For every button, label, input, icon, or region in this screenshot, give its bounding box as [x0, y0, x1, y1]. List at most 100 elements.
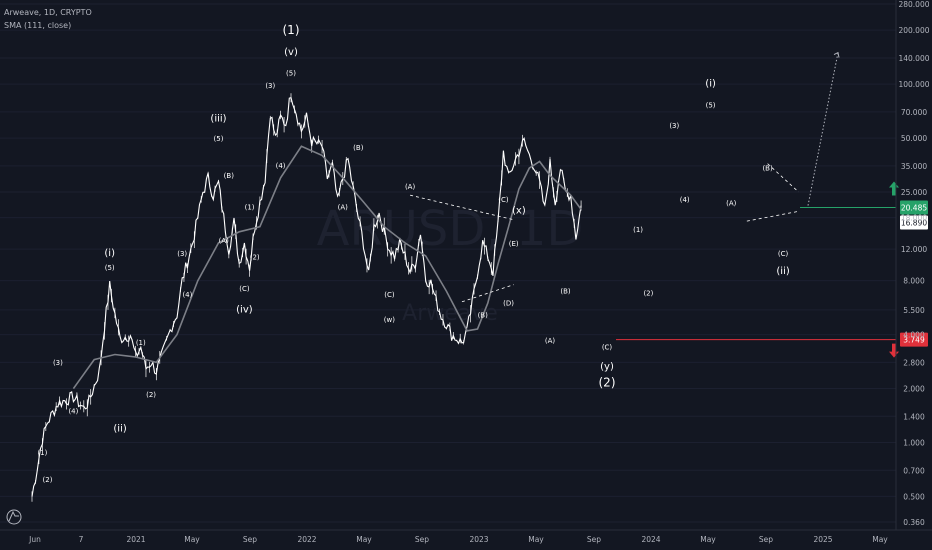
price-tick-label: 2.000	[903, 385, 925, 394]
price-axis[interactable]: 280.000 200.000 140.000 100.000 70.000 50.000…	[898, 0, 929, 527]
price-line	[31, 97, 582, 497]
time-axis[interactable]: Jun 7 2021 May Sep 2022 May Sep 2023 May Sep 2024 Ma…	[28, 535, 888, 544]
wave-label: (ii)	[776, 266, 789, 277]
time-tick-label: May	[700, 535, 716, 544]
arrow-up-icon	[889, 181, 899, 196]
price-tick-label: 1.400	[903, 412, 925, 421]
wave-label: (i)	[705, 78, 716, 89]
wave-label: (B)	[353, 144, 364, 152]
price-tick-label: 12.000	[901, 245, 927, 254]
wave-label: (4)	[276, 162, 286, 170]
wave-label: (w)	[384, 316, 395, 324]
time-tick-label: 2021	[126, 535, 145, 544]
price-tick-label: 70.000	[901, 108, 927, 117]
wave-label: (5)	[105, 264, 115, 272]
wave-label: (2)	[43, 476, 53, 484]
wave-label: (5)	[286, 69, 296, 77]
time-tick-label: 2024	[641, 535, 660, 544]
price-tick-label: 200.000	[898, 26, 929, 35]
price-tick-label: 35.000	[901, 162, 927, 171]
wave-label: (5)	[214, 135, 224, 143]
wave-label: (iv)	[236, 305, 253, 316]
price-tick-label: 100.000	[898, 80, 929, 89]
wave-labels: (1) (2) (3) (4) (i) (5) (ii) (1) (2) (3) (4) (iii) (…	[37, 23, 789, 484]
price-tick-label: 2.800	[903, 358, 925, 367]
last-price-tag	[900, 215, 928, 230]
wave-label: (i)	[104, 248, 115, 259]
price-tick-label: 5.500	[903, 306, 925, 315]
chart-title: Arweave, 1D, CRYPTO	[4, 8, 92, 17]
wave-label: (B)	[560, 287, 571, 295]
wave-label: (C)	[778, 250, 789, 258]
wave-label: (iii)	[210, 113, 226, 124]
time-tick-label: Sep	[759, 535, 773, 544]
wave-label: (v)	[284, 47, 298, 58]
price-tick-label: 18.000	[901, 214, 927, 223]
price-tick-label: 0.700	[903, 466, 925, 475]
price-tick-label: 1.000	[903, 438, 925, 447]
trendline	[767, 163, 799, 193]
wave-label: (2)	[146, 391, 156, 399]
time-tick-label: Sep	[587, 535, 601, 544]
time-tick-label: May	[872, 535, 888, 544]
wave-label: (C)	[239, 285, 250, 293]
wave-label: (A)	[726, 200, 737, 208]
wave-label: (3)	[53, 359, 63, 367]
wave-label: (y)	[600, 362, 614, 373]
wave-label: (1)	[633, 226, 643, 234]
wave-label: (B)	[224, 172, 235, 180]
grid-lines	[0, 3, 896, 523]
price-tag	[900, 332, 928, 347]
price-tag	[900, 200, 928, 215]
price-tick-label: 25.000	[901, 188, 927, 197]
time-tick-label: May	[184, 535, 200, 544]
wave-label: (2)	[599, 376, 616, 390]
price-tag-label: 20.485	[901, 204, 927, 213]
wave-label: (ii)	[113, 424, 126, 435]
price-tick-label: 280.000	[898, 0, 929, 9]
wave-label: (1)	[37, 449, 47, 457]
time-tick-label: May	[528, 535, 544, 544]
wave-label: (C)	[602, 344, 613, 352]
wave-label: (A)	[405, 183, 416, 191]
time-tick-label: Jun	[28, 535, 41, 544]
series-layer	[31, 51, 840, 502]
arrow-down-icon	[889, 343, 899, 358]
price-tick-label: 140.000	[898, 54, 929, 63]
wave-label: (2)	[643, 290, 653, 298]
wave-label: (1)	[136, 339, 146, 347]
wave-label: (B)	[478, 311, 489, 319]
wave-label: (B)	[762, 164, 773, 172]
wave-label: (1)	[245, 203, 255, 211]
wave-label: (4)	[68, 408, 78, 416]
price-tick-label: 50.000	[901, 134, 927, 143]
time-tick-label: May	[356, 535, 372, 544]
wave-label: (3)	[177, 250, 187, 258]
projection-arrowhead	[833, 51, 840, 58]
wave-label: (1)	[283, 23, 300, 37]
wave-label: (A)	[545, 337, 556, 345]
projection-line	[807, 52, 839, 206]
wave-label: (3)	[265, 82, 275, 90]
level-markers: 20.485 3.749 16.890	[616, 181, 928, 358]
time-tick-label: Sep	[243, 535, 257, 544]
watermark-name: Arweave	[402, 301, 498, 326]
sma-line	[72, 145, 582, 390]
wave-label: (4)	[182, 291, 192, 299]
time-tick-label: 7	[79, 535, 84, 544]
wave-label: (5)	[706, 102, 716, 110]
wave-label: (A)	[338, 203, 349, 211]
time-tick-label: Sep	[415, 535, 429, 544]
price-tick-label: 0.500	[903, 492, 925, 501]
wave-label: (A)	[219, 237, 230, 245]
last-price-label: 16.890	[901, 219, 927, 228]
tradingview-logo-icon[interactable]	[6, 509, 22, 525]
wave-label: (C)	[498, 196, 509, 204]
time-tick-label: 2022	[297, 535, 316, 544]
wave-label: (x)	[512, 205, 526, 216]
wave-label: (2)	[250, 254, 260, 262]
indicator-legend: SMA (111, close)	[4, 21, 72, 30]
time-tick-label: 2025	[813, 535, 832, 544]
price-tag-label: 3.749	[903, 336, 925, 345]
